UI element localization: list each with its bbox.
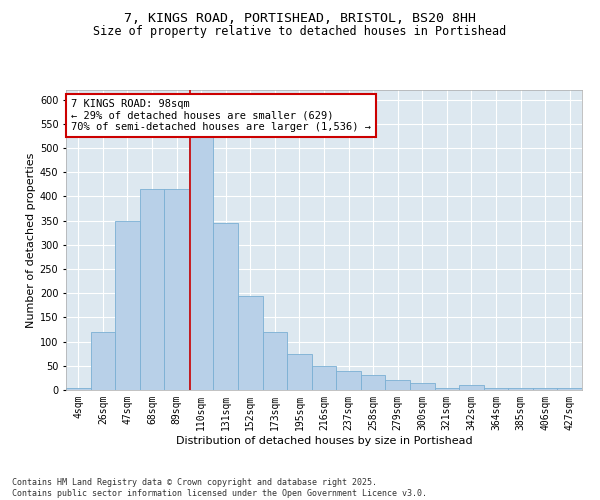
Bar [533,388,557,390]
Bar [557,388,582,390]
Bar [385,380,410,390]
Text: Contains HM Land Registry data © Crown copyright and database right 2025.
Contai: Contains HM Land Registry data © Crown c… [12,478,427,498]
Text: 7 KINGS ROAD: 98sqm
← 29% of detached houses are smaller (629)
70% of semi-detac: 7 KINGS ROAD: 98sqm ← 29% of detached ho… [71,99,371,132]
Bar [263,332,287,390]
Bar [336,370,361,390]
Bar [287,354,312,390]
Bar [140,189,164,390]
Bar [238,296,263,390]
Bar [164,189,189,390]
Bar [91,332,115,390]
Bar [189,128,214,390]
Bar [410,382,434,390]
Text: Size of property relative to detached houses in Portishead: Size of property relative to detached ho… [94,25,506,38]
Bar [361,376,385,390]
Text: 7, KINGS ROAD, PORTISHEAD, BRISTOL, BS20 8HH: 7, KINGS ROAD, PORTISHEAD, BRISTOL, BS20… [124,12,476,26]
Bar [484,388,508,390]
Bar [434,388,459,390]
Bar [115,220,140,390]
Bar [312,366,336,390]
X-axis label: Distribution of detached houses by size in Portishead: Distribution of detached houses by size … [176,436,472,446]
Y-axis label: Number of detached properties: Number of detached properties [26,152,35,328]
Bar [459,385,484,390]
Bar [214,223,238,390]
Bar [508,388,533,390]
Bar [66,388,91,390]
